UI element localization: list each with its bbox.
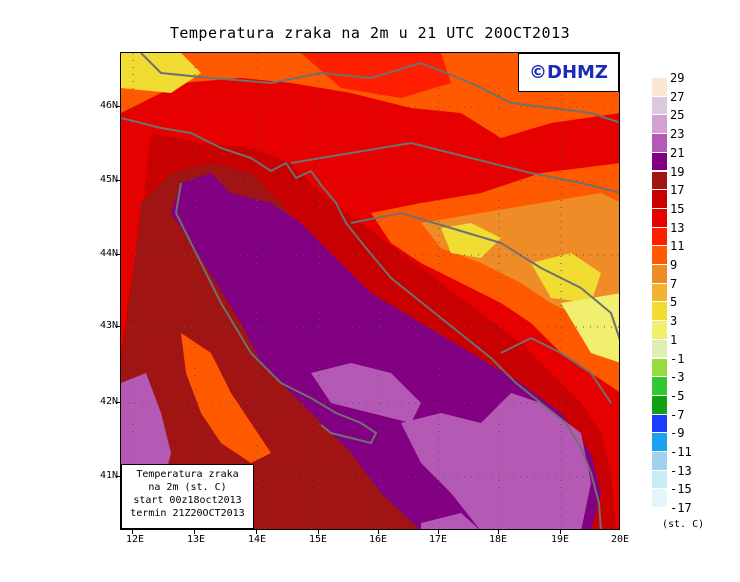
lon-label-18e: 18E bbox=[488, 534, 508, 545]
info-line-variable: Temperatura zraka bbox=[136, 469, 239, 480]
lon-label-15e: 15E bbox=[308, 534, 328, 545]
field-sea-bottom bbox=[421, 513, 479, 529]
lat-tick bbox=[116, 106, 120, 107]
lon-tick bbox=[378, 530, 379, 534]
field-orange-north bbox=[121, 53, 619, 138]
coastline-icon bbox=[175, 182, 377, 444]
legend-swatch bbox=[652, 470, 667, 489]
info-line-start: start 00z18oct2013 bbox=[133, 495, 242, 506]
legend-swatch bbox=[652, 433, 667, 451]
lon-tick bbox=[438, 530, 439, 534]
legend-swatch bbox=[652, 208, 667, 227]
legend-swatch bbox=[652, 171, 667, 190]
legend-swatch bbox=[652, 395, 667, 414]
lon-tick bbox=[132, 530, 133, 534]
lat-label-44n: 44N bbox=[99, 248, 118, 259]
border-icon bbox=[140, 53, 619, 124]
lat-label-43n: 43N bbox=[99, 320, 118, 331]
legend-swatch bbox=[652, 265, 667, 283]
legend-swatch bbox=[652, 246, 667, 264]
coastline-icon bbox=[121, 117, 602, 529]
info-line-unit: na 2m (st. C) bbox=[148, 482, 227, 493]
temperature-field bbox=[121, 53, 619, 529]
legend-swatch bbox=[652, 152, 667, 171]
legend-swatch bbox=[652, 78, 667, 96]
legend-level-label: 7 bbox=[670, 276, 678, 291]
info-box: Temperatura zraka na 2m (st. C) start 00… bbox=[121, 464, 254, 529]
legend-swatch bbox=[652, 96, 667, 115]
lat-tick bbox=[116, 476, 120, 477]
legend-level-label: 17 bbox=[670, 183, 685, 198]
lat-tick bbox=[116, 402, 120, 403]
field-sea-lightpurple1 bbox=[311, 363, 421, 423]
legend-swatch bbox=[652, 358, 667, 377]
map-title: Temperatura zraka na 2m u 21 UTC 20OCT20… bbox=[169, 24, 571, 42]
legend-level-label: 13 bbox=[670, 220, 685, 235]
legend-level-label: -5 bbox=[670, 388, 685, 403]
lat-tick bbox=[116, 180, 120, 181]
lon-label-13e: 13E bbox=[186, 534, 206, 545]
legend-swatch bbox=[652, 489, 667, 508]
lon-tick bbox=[498, 530, 499, 534]
legend-swatch bbox=[652, 377, 667, 395]
legend-swatch bbox=[652, 339, 667, 358]
legend-swatch bbox=[652, 283, 667, 302]
lat-label-46n: 46N bbox=[99, 100, 118, 111]
lat-label-42n: 42N bbox=[99, 396, 118, 407]
lon-label-14e: 14E bbox=[247, 534, 267, 545]
legend-level-label: 5 bbox=[670, 295, 678, 310]
legend-level-label: -17 bbox=[670, 501, 692, 516]
legend-swatch bbox=[652, 190, 667, 208]
lat-tick bbox=[116, 254, 120, 255]
legend-level-label: -13 bbox=[670, 463, 692, 478]
info-line-termin: termin 21Z20OCT2013 bbox=[130, 508, 245, 519]
temperature-map bbox=[120, 52, 620, 530]
lon-label-20e: 20E bbox=[610, 534, 630, 545]
lon-tick bbox=[560, 530, 561, 534]
legend-swatch bbox=[652, 302, 667, 321]
border-icon bbox=[290, 142, 619, 194]
lat-label-45n: 45N bbox=[99, 174, 118, 185]
legend-swatch bbox=[652, 227, 667, 246]
legend-level-label: 15 bbox=[670, 201, 685, 216]
lon-label-19e: 19E bbox=[550, 534, 570, 545]
legend-swatch bbox=[652, 414, 667, 433]
lon-tick bbox=[318, 530, 319, 534]
legend-level-label: 11 bbox=[670, 239, 685, 254]
legend-level-label: 27 bbox=[670, 89, 685, 104]
legend-level-label: 3 bbox=[670, 314, 678, 329]
lon-label-17e: 17E bbox=[428, 534, 448, 545]
legend-swatch bbox=[652, 134, 667, 152]
legend-level-label: 23 bbox=[670, 127, 685, 142]
lon-label-12e: 12E bbox=[125, 534, 145, 545]
legend-level-label: -3 bbox=[670, 370, 685, 385]
field-orange-italy bbox=[181, 333, 271, 463]
border-icon bbox=[500, 337, 612, 404]
legend-level-label: 1 bbox=[670, 332, 678, 347]
lat-label-41n: 41N bbox=[99, 470, 118, 481]
lon-tick bbox=[256, 530, 257, 534]
legend-unit: (st. C) bbox=[662, 519, 705, 530]
dhmz-logo: ©DHMZ bbox=[518, 53, 619, 92]
legend-level-label: 9 bbox=[670, 258, 678, 272]
legend-level-label: 25 bbox=[670, 108, 685, 123]
legend-swatch bbox=[652, 115, 667, 134]
legend-level-label: 21 bbox=[670, 145, 685, 160]
legend-level-label: -11 bbox=[670, 445, 692, 459]
field-sea-lightpurple2 bbox=[401, 393, 591, 529]
legend-swatch bbox=[652, 321, 667, 339]
field-yellow-e3 bbox=[561, 293, 619, 363]
legend-swatch bbox=[652, 452, 667, 470]
legend-level-label: -7 bbox=[670, 407, 685, 422]
legend-level-label: -15 bbox=[670, 482, 692, 497]
legend-level-label: 19 bbox=[670, 164, 685, 179]
legend-level-label: 29 bbox=[670, 71, 685, 85]
lon-label-16e: 16E bbox=[368, 534, 388, 545]
legend-level-label: -1 bbox=[670, 351, 685, 366]
lat-tick bbox=[116, 326, 120, 327]
field-yellow-e1 bbox=[441, 223, 501, 258]
lon-tick bbox=[194, 530, 195, 534]
legend-level-label: -9 bbox=[670, 426, 685, 441]
